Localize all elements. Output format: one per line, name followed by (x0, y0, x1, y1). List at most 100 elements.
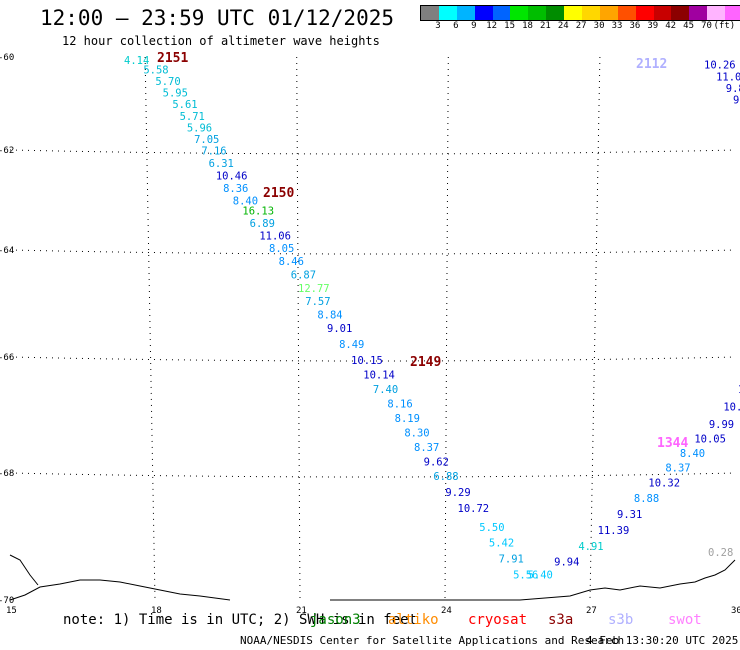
legend-swatch (725, 6, 740, 20)
wave-height-value: 0.28 (708, 547, 733, 559)
legend-swatch (564, 6, 583, 20)
legend-label: 6 (453, 21, 459, 31)
wave-height-value: 8.46 (279, 256, 304, 268)
wave-height-value: 9.57 (733, 95, 740, 107)
wave-height-value: 4.91 (578, 541, 603, 553)
legend-swatch (438, 6, 457, 20)
satellite-name: cryosat (468, 612, 528, 628)
legend-swatch (492, 6, 511, 20)
page-title: 12:00 – 23:59 UTC 01/12/2025 (40, 6, 395, 30)
x-tick-label: 27 (586, 606, 597, 616)
wave-height-value: 8.16 (387, 399, 412, 411)
meridian-line (296, 56, 301, 601)
wave-height-value: 10. (738, 384, 740, 396)
wave-height-value: 11.39 (598, 525, 630, 537)
legend-label: 3 (435, 21, 441, 31)
meridian-line (589, 56, 601, 601)
wave-height-value: 9.99 (709, 419, 734, 431)
legend-label: 36 (629, 21, 641, 31)
satellite-name: s3b (608, 612, 634, 628)
wave-height-value: 8.84 (317, 310, 342, 322)
wave-height-value: 8.19 (395, 413, 420, 425)
wave-height-value: 7.05 (194, 134, 219, 146)
legend-swatch (707, 6, 726, 20)
parallel-line (9, 472, 736, 478)
color-legend-labels: 3 6 9 12 15 18 21 24 27 30 33 36 39 42 45 70 (ft) (420, 21, 740, 35)
wave-height-value: 10.72 (458, 503, 490, 515)
legend-label: 30 (593, 21, 605, 31)
wave-height-value: 6.89 (250, 218, 275, 230)
legend-label: 42 (665, 21, 677, 31)
wave-height-value: 9.29 (445, 487, 470, 499)
satellite-name: s3a (548, 612, 574, 628)
wave-height-value: 10.15 (351, 355, 383, 367)
y-tick-label: -68 (0, 469, 14, 479)
wave-height-value: 7.40 (373, 384, 398, 396)
wave-height-value: 10.05 (694, 433, 726, 445)
legend-swatch (528, 6, 547, 20)
track-id-label: 2151 (157, 51, 188, 66)
legend-swatch (635, 6, 654, 20)
track-id-label: 2149 (410, 355, 441, 370)
y-tick-label: -62 (0, 146, 14, 156)
wave-height-value: 5.61 (172, 99, 197, 111)
wave-height-value: 9.62 (424, 457, 449, 469)
satellite-name: jason3 (310, 612, 361, 628)
satellite-name: altiko (388, 612, 439, 628)
wave-height-value: 8.40 (233, 196, 258, 208)
wave-height-value: 10.26 (704, 60, 736, 72)
note-text: note: 1) Time is in UTC; 2) SWH is in fe… (63, 612, 418, 628)
wave-height-value: 5.70 (155, 76, 180, 88)
wave-height-value: 9.83 (726, 83, 740, 95)
coastline-path (9, 559, 736, 601)
legend-swatch (689, 6, 708, 20)
satellite-name: swot (668, 612, 702, 628)
parallel-line (9, 249, 736, 255)
legend-unit: (ft) (713, 21, 736, 31)
legend-swatch (510, 6, 529, 20)
y-tick-label: -66 (0, 353, 14, 363)
legend-swatch (671, 6, 690, 20)
wave-height-value: 6.88 (433, 471, 458, 483)
legend-label: 12 (486, 21, 498, 31)
wave-height-value: 8.37 (414, 442, 439, 454)
wave-height-value: 5.50 (479, 522, 504, 534)
legend-label: 24 (557, 21, 569, 31)
parallel-line (9, 356, 736, 362)
x-tick-label: 18 (151, 606, 162, 616)
legend-swatch (456, 6, 475, 20)
track-labels: 4.145.585.705.955.615.715.967.057.166.31… (124, 51, 740, 581)
wave-height-value: 8.05 (269, 243, 294, 255)
x-tick-label: 30 (731, 606, 740, 616)
wave-height-value: 6.31 (209, 158, 234, 170)
wave-height-value: 9.31 (617, 509, 642, 521)
wave-height-value: 5.56 (513, 569, 538, 581)
meridian-line (144, 56, 156, 601)
wave-height-value: 9.01 (327, 323, 352, 335)
track-id-label: 2112 (636, 57, 667, 72)
meridian-line (444, 56, 449, 601)
wave-height-value: 10.39 (723, 401, 740, 413)
legend-label: 33 (611, 21, 623, 31)
coastline-west (9, 554, 39, 586)
y-tick-label: -60 (0, 53, 14, 63)
wave-height-value: 5.42 (489, 538, 514, 550)
wave-height-value: 11.05 (716, 71, 740, 83)
x-tick-label: 21 (296, 606, 307, 616)
wave-height-value: 12.77 (298, 283, 330, 295)
parallel-line (9, 149, 736, 155)
legend-swatch (617, 6, 636, 20)
wave-height-value: 10.46 (216, 171, 248, 183)
wave-height-value: 8.88 (634, 493, 659, 505)
legend-label: 70 (701, 21, 712, 31)
wave-height-value: 5.40 (528, 569, 553, 581)
wave-height-value: 7.16 (201, 146, 226, 158)
wave-height-value: 4.14 (124, 55, 149, 67)
wave-height-value: 6.87 (291, 269, 316, 281)
legend-label: 9 (471, 21, 477, 31)
legend-label: 18 (522, 21, 533, 31)
legend-label: 27 (575, 21, 587, 31)
wave-height-value: 11.06 (259, 231, 291, 243)
